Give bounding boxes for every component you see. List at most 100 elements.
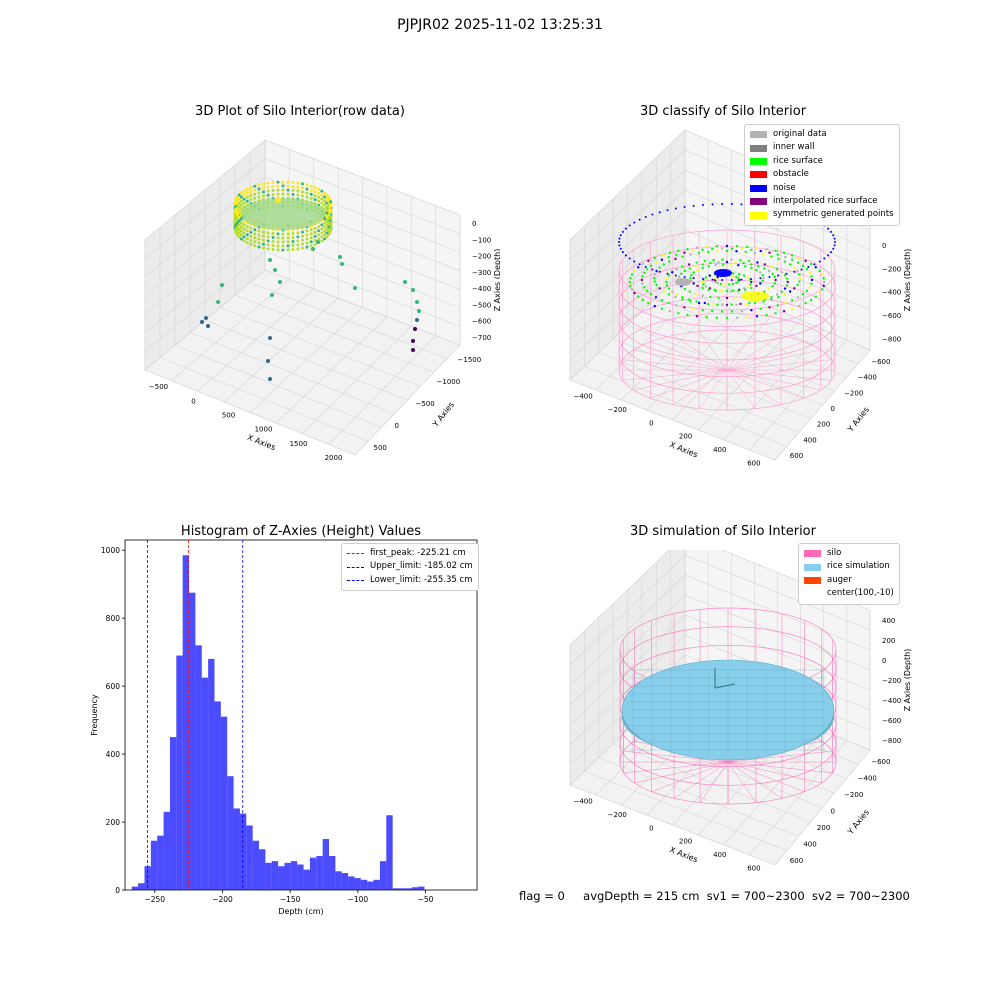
hist-ylabel: Frequency xyxy=(90,694,99,736)
p2-wire-spoke xyxy=(726,335,782,371)
p2-class-point xyxy=(810,275,813,278)
p2-class-point xyxy=(761,273,764,277)
p4-wire-spoke xyxy=(673,761,729,799)
legend-entry: symmetric generated points xyxy=(750,208,894,221)
p2-ytick: −400 xyxy=(858,374,877,382)
p2-noise-point xyxy=(638,218,641,221)
p2-class-point xyxy=(725,316,729,320)
p1-ring-point xyxy=(281,184,285,188)
p2-ztick: −200 xyxy=(882,265,901,273)
p1-ring-point xyxy=(281,180,285,184)
p1-ring-point xyxy=(317,225,321,229)
p2-class-point xyxy=(658,287,661,290)
p2-grid-z xyxy=(569,209,871,321)
p2-grid-y xyxy=(670,283,859,365)
p2-grid-y xyxy=(656,297,847,378)
p2-class-point xyxy=(725,303,729,307)
p1-outlier-point xyxy=(268,258,272,262)
p1-ring-point xyxy=(320,201,324,205)
p1-ring-point xyxy=(257,233,261,237)
p1-ring-point xyxy=(328,207,332,211)
p1-ring-point xyxy=(317,237,321,241)
p2-class-point xyxy=(643,286,646,289)
p1-ring-point xyxy=(323,191,327,195)
p2-class-point xyxy=(660,254,664,257)
p1-ring-point xyxy=(301,242,305,246)
p1-ring-point xyxy=(309,244,313,248)
p2-class-point xyxy=(660,307,664,310)
p2-wire-spoke xyxy=(650,341,728,371)
p2-noise-point xyxy=(827,254,830,257)
p2-class-point xyxy=(675,268,679,271)
p2-class-point xyxy=(696,268,699,272)
p2-ztick: 0 xyxy=(882,242,886,250)
p4-xtick: 200 xyxy=(679,838,692,846)
p4-xtick: −200 xyxy=(608,811,627,819)
p2-wire-spoke xyxy=(622,359,728,371)
p1-surface-fill xyxy=(241,198,325,230)
p2-wire-spoke xyxy=(726,369,756,409)
p2-class-point xyxy=(735,275,738,279)
p1-ring-point xyxy=(233,200,237,204)
hist-xtick-label: −100 xyxy=(348,895,369,904)
p1-ring-point xyxy=(242,197,246,201)
hist-ytick-label: 800 xyxy=(106,614,121,623)
p1-ring-point xyxy=(305,245,309,249)
p2-class-point xyxy=(727,283,731,286)
p1-ring-point xyxy=(309,196,313,200)
p2-ytick: 200 xyxy=(817,421,830,429)
p2-class-point xyxy=(814,295,817,298)
p2-class-point xyxy=(633,269,636,273)
p2-class-point xyxy=(770,255,773,258)
p1-ring-point xyxy=(271,240,275,244)
p1-ring-point xyxy=(237,211,241,215)
hist-bar xyxy=(348,876,355,890)
p2-class-point xyxy=(735,281,738,285)
p2-ztick: −400 xyxy=(882,289,901,297)
legend-entry: original data xyxy=(750,128,894,141)
p2-class-point xyxy=(667,293,671,296)
p2-class-point xyxy=(641,275,644,278)
hist-bar xyxy=(189,592,196,890)
p4-ytick: 400 xyxy=(803,840,816,848)
p4-grid-z xyxy=(569,594,871,706)
hist-bar xyxy=(411,887,419,890)
p1-ring-point xyxy=(313,234,317,238)
p2-axes-box: −400−20002004006006004002000−200−400−600… xyxy=(569,130,912,467)
p1-ring-point xyxy=(253,236,257,240)
p2-class-point xyxy=(660,299,664,302)
p1-ring-point xyxy=(317,229,321,233)
p2-class-point xyxy=(744,288,747,291)
p2-class-point xyxy=(755,315,759,318)
p1-outlier-point xyxy=(411,339,415,343)
p2-noise-point xyxy=(644,266,647,269)
p1-ztick: −500 xyxy=(472,301,491,309)
legend-label: obstacle xyxy=(773,169,809,180)
legend-entry: noise xyxy=(750,182,894,195)
p2-class-point xyxy=(677,311,680,315)
p2-wire-spoke xyxy=(726,341,804,371)
p2-class-point xyxy=(756,261,759,264)
p4-xtick: 0 xyxy=(649,824,653,832)
p2-class-point xyxy=(689,253,692,256)
p2-class-point xyxy=(759,271,762,274)
p1-ring-point xyxy=(320,197,324,201)
p2-class-point xyxy=(692,249,695,253)
p1-ring-point xyxy=(245,233,249,237)
hist-bar xyxy=(252,840,260,890)
depth-histogram: −250 −200 −150 −100 −50 0 200 400 600 800 1000 Dept… xyxy=(90,539,478,916)
p1-ring-point xyxy=(301,234,305,238)
p1-ring-point xyxy=(323,221,327,225)
p2-class-point xyxy=(709,261,712,265)
p2-ztick: −600 xyxy=(882,312,901,320)
p2-class-point xyxy=(809,262,813,266)
simulation-legend: silo rice simulation auger center(100,-10) xyxy=(798,543,900,605)
p1-ring-point xyxy=(257,191,261,195)
p4-ytick: −600 xyxy=(871,758,890,766)
p1-ring-point xyxy=(253,232,257,236)
p2-class-point xyxy=(655,283,658,287)
p2-class-point xyxy=(780,271,783,274)
p1-ring-point xyxy=(242,239,246,243)
hist-bar xyxy=(367,881,374,890)
hist-bar xyxy=(144,866,151,890)
